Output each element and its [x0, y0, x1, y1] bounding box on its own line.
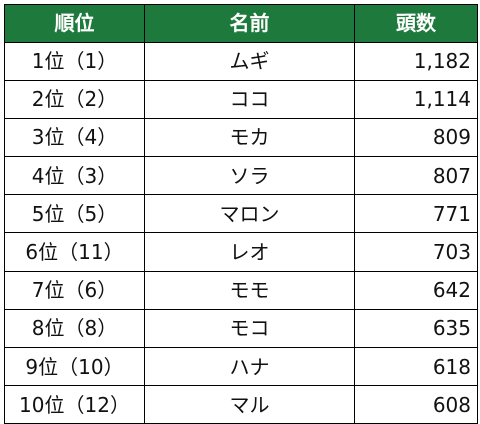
table-row: 2位（2） ココ 1,114 — [4, 79, 478, 119]
table-row: 1位（1） ムギ 1,182 — [4, 41, 478, 81]
count-cell: 771 — [354, 194, 478, 234]
table-header: 順位 名前 頭数 — [4, 4, 478, 43]
name-cell: モモ — [144, 270, 355, 310]
name-cell: モコ — [144, 308, 355, 349]
count-cell: 635 — [354, 308, 478, 349]
table-row: 5位（5） マロン 771 — [4, 194, 478, 234]
name-cell: モカ — [144, 117, 355, 158]
count-cell: 703 — [354, 232, 478, 272]
rank-cell: 8位（8） — [4, 308, 145, 349]
name-cell: ハナ — [144, 346, 355, 387]
header-row: 順位 名前 頭数 — [4, 4, 478, 43]
count-cell: 807 — [354, 156, 478, 196]
name-cell: ムギ — [144, 41, 355, 81]
rank-cell: 5位（5） — [4, 194, 145, 234]
rank-cell: 2位（2） — [4, 79, 145, 119]
rank-cell: 10位（12） — [4, 385, 145, 424]
table-row: 8位（8） モコ 635 — [4, 308, 478, 349]
rank-cell: 6位（11） — [4, 232, 145, 272]
table-row: 7位（6） モモ 642 — [4, 270, 478, 310]
count-cell: 1,182 — [354, 41, 478, 81]
table-body: 1位（1） ムギ 1,182 2位（2） ココ 1,114 3位（4） モカ 8… — [4, 41, 478, 424]
name-cell: マル — [144, 385, 355, 424]
count-cell: 608 — [354, 385, 478, 424]
table-row: 6位（11） レオ 703 — [4, 232, 478, 272]
table-row: 4位（3） ソラ 807 — [4, 156, 478, 196]
ranking-table-container: 順位 名前 頭数 1位（1） ムギ 1,182 2位（2） ココ 1,114 3… — [4, 4, 478, 424]
rank-cell: 3位（4） — [4, 117, 145, 158]
count-cell: 642 — [354, 270, 478, 310]
count-cell: 1,114 — [354, 79, 478, 119]
name-cell: マロン — [144, 194, 355, 234]
header-name: 名前 — [144, 4, 355, 43]
table-row: 9位（10） ハナ 618 — [4, 346, 478, 387]
table-row: 3位（4） モカ 809 — [4, 117, 478, 158]
rank-cell: 7位（6） — [4, 270, 145, 310]
header-count: 頭数 — [354, 4, 478, 43]
rank-cell: 9位（10） — [4, 346, 145, 387]
table-row: 10位（12） マル 608 — [4, 385, 478, 424]
name-cell: ソラ — [144, 156, 355, 196]
ranking-table: 順位 名前 頭数 1位（1） ムギ 1,182 2位（2） ココ 1,114 3… — [4, 4, 478, 424]
name-cell: ココ — [144, 79, 355, 119]
count-cell: 809 — [354, 117, 478, 158]
count-cell: 618 — [354, 346, 478, 387]
rank-cell: 4位（3） — [4, 156, 145, 196]
rank-cell: 1位（1） — [4, 41, 145, 81]
header-rank: 順位 — [4, 4, 145, 43]
name-cell: レオ — [144, 232, 355, 272]
